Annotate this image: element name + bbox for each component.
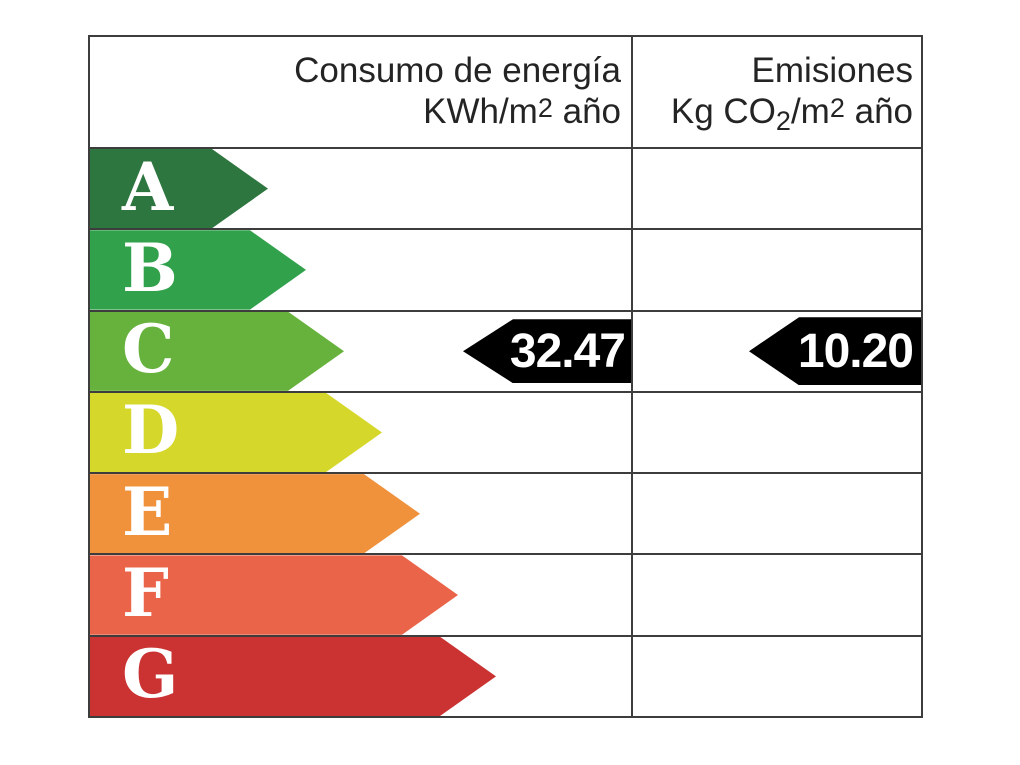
emissions-unit-sup: 2 xyxy=(829,92,845,123)
rating-cell-g: G xyxy=(90,636,633,716)
emissions-title: Emisiones xyxy=(751,50,913,90)
rating-arrow-f: F xyxy=(90,555,458,634)
rating-letter-g: G xyxy=(122,635,179,714)
rating-row-d: D xyxy=(90,392,921,475)
consumption-title: Consumo de energía xyxy=(294,50,621,90)
emissions-cell-e xyxy=(633,474,921,553)
consumption-unit-sup: 2 xyxy=(537,92,553,123)
rating-letter-c: C xyxy=(122,310,175,389)
table-header: Consumo de energía KWh/m2 año Emisiones … xyxy=(90,37,921,149)
rating-letter-d: D xyxy=(122,391,180,470)
rating-arrow-c: C xyxy=(90,312,344,391)
rating-cell-f: F xyxy=(90,555,633,635)
rating-arrow-e: E xyxy=(90,474,420,553)
rating-row-e: E xyxy=(90,474,921,556)
rating-letter-e: E xyxy=(122,472,173,551)
rating-arrow-b: B xyxy=(90,230,306,309)
rating-letter-a: A xyxy=(122,147,174,226)
emissions-cell-d xyxy=(633,393,921,472)
emissions-unit-sub: 2 xyxy=(775,105,791,136)
emissions-header: Emisiones Kg CO2/m2 año xyxy=(633,37,921,147)
rating-arrow-g: G xyxy=(90,637,496,716)
rating-row-a: A xyxy=(90,149,921,231)
rating-arrow-d: D xyxy=(90,393,382,472)
rating-cell-d: D xyxy=(90,392,633,473)
rating-cell-b: B xyxy=(90,230,633,310)
rating-cell-e: E xyxy=(90,474,633,554)
emissions-value-arrow: 10.20 xyxy=(749,317,921,386)
emissions-cell-f xyxy=(633,555,921,634)
emissions-cell-a xyxy=(633,149,921,228)
rating-row-f: F xyxy=(90,555,921,637)
consumption-unit: KWh/m2 año xyxy=(423,91,621,131)
emissions-unit: Kg CO2/m2 año xyxy=(670,91,913,136)
emissions-value: 10.20 xyxy=(797,324,914,378)
rating-row-g: G xyxy=(90,636,921,716)
emissions-cell-b xyxy=(633,230,921,309)
rating-cell-a: A xyxy=(90,149,633,229)
rating-letter-b: B xyxy=(122,228,178,307)
emissions-cell-c: 10.20 xyxy=(633,312,921,391)
consumption-header: Consumo de energía KWh/m2 año xyxy=(90,37,633,147)
rating-row-b: B xyxy=(90,230,921,312)
consumption-value-arrow: 32.47 xyxy=(463,319,631,384)
consumption-value: 32.47 xyxy=(509,324,626,378)
rating-row-c: C 32.47 10.20 xyxy=(90,311,921,393)
rating-letter-f: F xyxy=(122,554,169,633)
rating-table: Consumo de energía KWh/m2 año Emisiones … xyxy=(88,35,923,718)
rating-arrow-a: A xyxy=(90,149,268,228)
rating-cell-c: C 32.47 xyxy=(90,311,633,391)
emissions-cell-g xyxy=(633,637,921,716)
